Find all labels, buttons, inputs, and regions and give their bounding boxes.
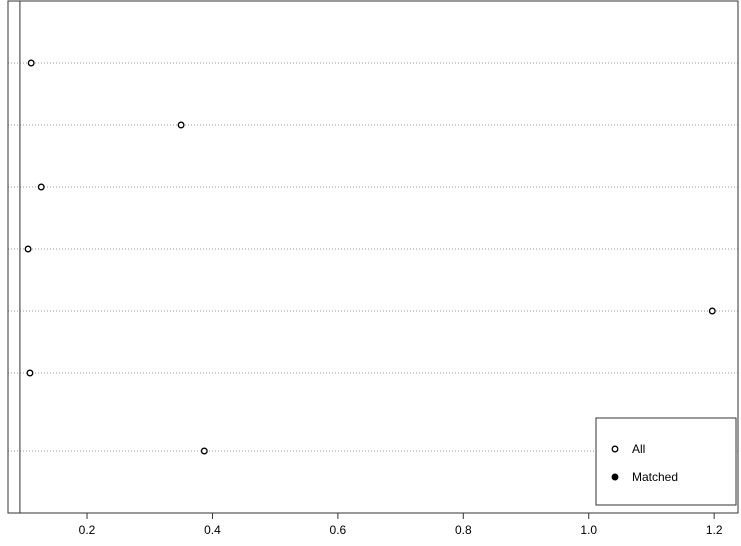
dot [177, 121, 185, 129]
x-tick-label: 0.2 [79, 523, 96, 537]
x-tick-label: 0.4 [204, 523, 221, 537]
x-tick-label: 0.6 [330, 523, 347, 537]
plot-frame [7, 0, 739, 514]
dot [200, 447, 208, 455]
legend-label: All [632, 442, 645, 456]
x-tick-label: 1.0 [580, 523, 597, 537]
dot [26, 369, 34, 377]
dot [27, 59, 35, 67]
x-tick-label: 0.8 [455, 523, 472, 537]
legend-label: Matched [632, 470, 678, 484]
legend-marker [611, 473, 619, 481]
dot [24, 245, 32, 253]
x-tick-label: 1.2 [706, 523, 723, 537]
legend-marker [611, 445, 619, 453]
dot [708, 307, 716, 315]
dot [37, 183, 45, 191]
legend-box [595, 417, 737, 506]
